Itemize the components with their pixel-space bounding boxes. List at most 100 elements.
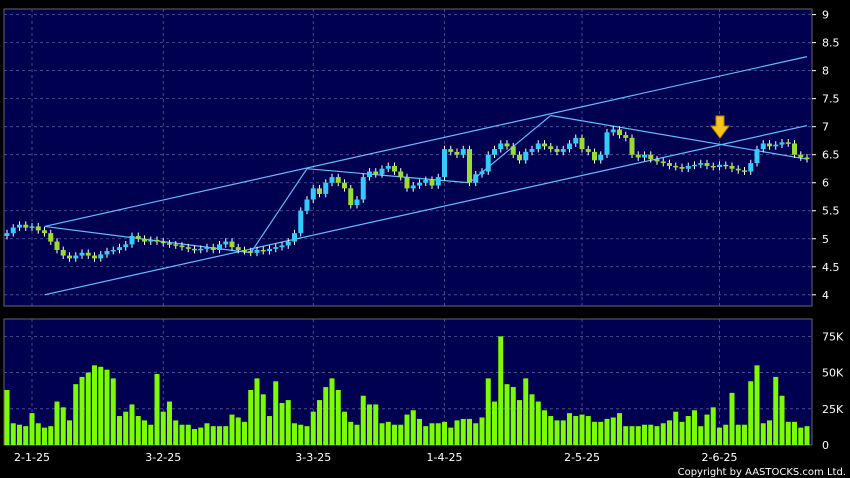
candle-body: [98, 254, 104, 259]
volume-bar: [798, 427, 804, 445]
candle-body: [498, 143, 504, 150]
price-tick-label: 8: [822, 65, 829, 78]
volume-axis: 0 25K 50K 75K: [822, 330, 844, 452]
candle-body: [317, 188, 322, 194]
candle-body: [192, 248, 197, 251]
volume-bar: [492, 401, 497, 445]
candle-body: [635, 154, 641, 158]
volume-bar: [117, 416, 122, 445]
candle-body: [185, 247, 191, 249]
candle-body: [429, 179, 435, 186]
volume-bar: [160, 411, 166, 445]
volume-bar: [173, 420, 179, 445]
candle-body: [704, 163, 710, 166]
volume-tick-label: 0: [822, 439, 829, 452]
price-tick-label: 6: [822, 177, 829, 190]
volume-bar: [592, 421, 597, 445]
price-tick-label: 5.5: [822, 205, 840, 218]
candle-body: [123, 244, 129, 248]
volume-bar: [179, 424, 185, 445]
volume-bar: [273, 381, 279, 445]
candlesticks: [4, 126, 810, 262]
volume-bar: [54, 401, 60, 445]
candle-body: [10, 227, 16, 234]
candle-body: [523, 151, 529, 161]
volume-bar: [517, 400, 522, 445]
candle-body: [92, 255, 97, 259]
volume-bar: [323, 387, 329, 445]
candle-body: [292, 233, 297, 242]
volume-bar: [210, 426, 216, 445]
volume-bar: [604, 418, 610, 445]
candle-body: [129, 235, 135, 245]
volume-bar: [142, 420, 147, 445]
candle-body: [667, 163, 672, 166]
volume-bar: [535, 401, 541, 445]
volume-bar: [104, 369, 110, 445]
candle-body: [154, 239, 160, 242]
volume-bar: [292, 423, 297, 445]
candle-body: [442, 149, 447, 178]
candle-body: [754, 149, 760, 164]
volume-bar: [404, 414, 410, 445]
volume-bar: [129, 404, 135, 445]
candle-body: [235, 247, 241, 250]
volume-bar: [504, 384, 510, 445]
candle-body: [648, 154, 654, 160]
volume-bar: [610, 417, 616, 445]
volume-bar: [398, 424, 404, 445]
volume-bar: [735, 424, 741, 445]
candle-body: [479, 171, 485, 175]
volume-tick-label: 75K: [822, 330, 844, 343]
volume-bar: [167, 401, 172, 445]
candle-body: [285, 241, 291, 246]
volume-bar: [685, 416, 691, 445]
date-tick-label: 2-6-25: [702, 451, 738, 464]
candle-body: [167, 243, 172, 245]
candle-body: [742, 170, 747, 172]
volume-bar: [373, 404, 379, 445]
candle-body: [798, 154, 804, 158]
candle-body: [454, 151, 460, 155]
candle-body: [410, 185, 416, 189]
candle-body: [535, 143, 541, 150]
candle-body: [298, 210, 304, 234]
volume-bar: [529, 394, 535, 445]
candle-body: [79, 252, 85, 256]
volume-bar: [473, 423, 479, 445]
volume-bar: [317, 400, 322, 445]
volume-bar: [198, 427, 204, 445]
candle-body: [423, 179, 429, 183]
volume-bar: [567, 413, 572, 445]
volume-bars: [4, 336, 810, 445]
volume-bar: [110, 378, 116, 445]
candle-body: [404, 177, 410, 189]
volume-bar: [48, 426, 54, 445]
candle-body: [23, 224, 29, 228]
candle-body: [735, 168, 741, 171]
candle-body: [473, 174, 479, 183]
volume-bar: [573, 416, 579, 445]
candle-body: [554, 149, 560, 152]
volume-bar: [310, 411, 316, 445]
candle-body: [379, 168, 385, 175]
candle-body: [417, 182, 422, 186]
candle-body: [467, 149, 472, 183]
candle-body: [323, 182, 329, 194]
candle-body: [398, 171, 404, 178]
trend-line: [306, 168, 470, 184]
candle-body: [617, 129, 622, 136]
volume-bar: [242, 421, 247, 445]
candle-body: [310, 188, 316, 200]
price-tick-label: 8.5: [822, 37, 840, 50]
trend-channel-lines: [44, 56, 808, 296]
trend-line: [550, 114, 808, 160]
candle-body: [173, 244, 179, 246]
volume-bar: [154, 374, 160, 445]
price-tick-label: 7: [822, 121, 829, 134]
candle-body: [673, 165, 679, 168]
price-tick-label: 4: [822, 289, 829, 302]
volume-bar: [467, 418, 472, 445]
candle-body: [17, 224, 22, 228]
volume-bar: [223, 426, 229, 445]
